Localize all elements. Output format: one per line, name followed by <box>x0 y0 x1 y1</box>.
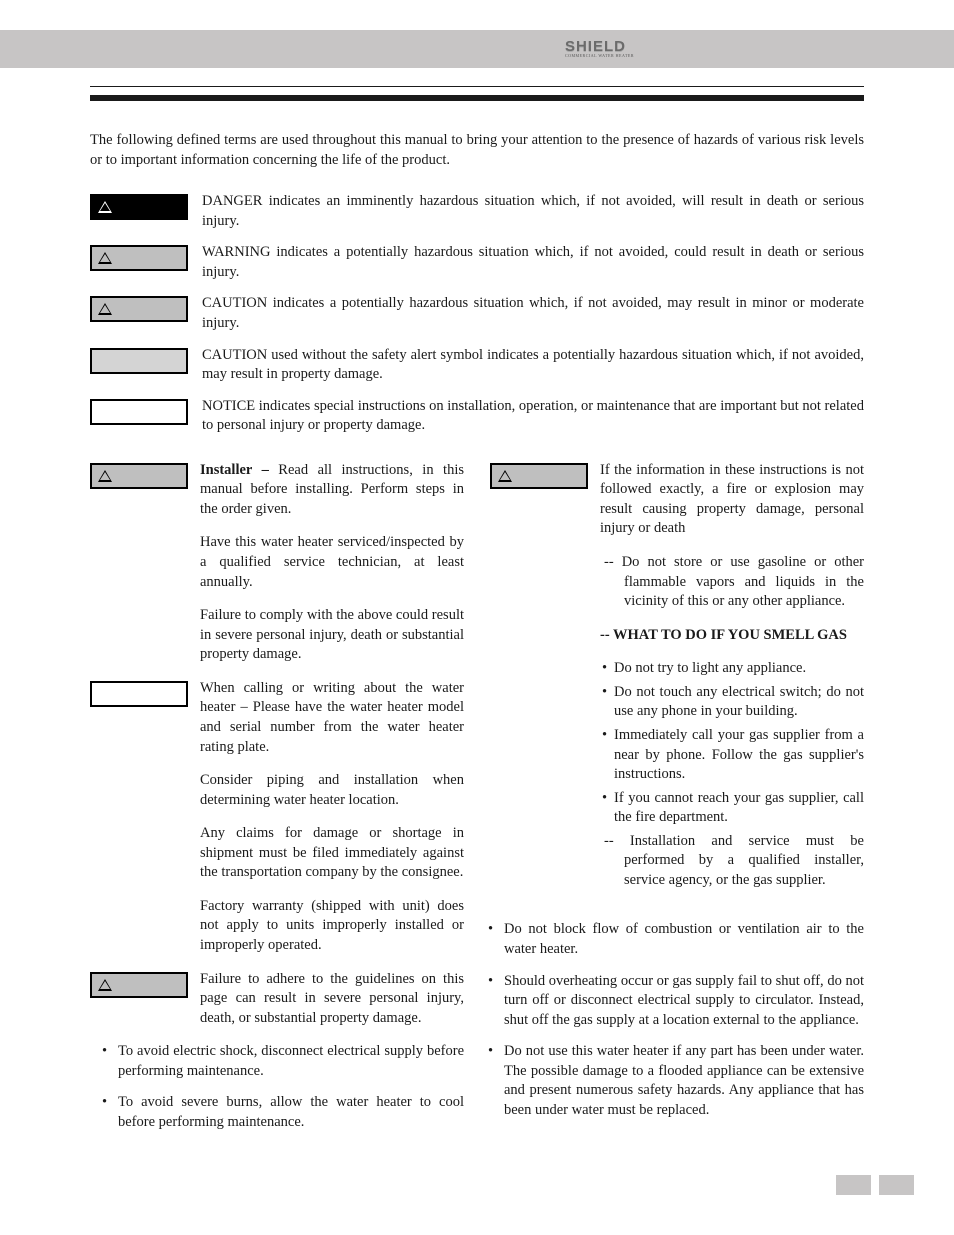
notice-block: When calling or writing about the water … <box>90 679 464 956</box>
danger-text: DANGER indicates an imminently hazardous… <box>202 192 864 231</box>
installer-warning-block: Installer – Read all instructions, in th… <box>90 461 464 665</box>
thin-rule <box>90 86 864 87</box>
notice-badge <box>90 399 188 425</box>
footer-box-1 <box>836 1175 871 1195</box>
caution-plain-text: CAUTION used without the safety alert sy… <box>202 346 864 385</box>
installer-p1: Installer – Read all instructions, in th… <box>200 461 464 520</box>
page-header: SHIELD COMMERCIAL WATER HEATER <box>0 30 954 68</box>
dash2-text: Installation and service must be perform… <box>624 833 864 888</box>
def-caution-plain: CAUTION used without the safety alert sy… <box>90 346 864 385</box>
caution-plain-badge <box>90 348 188 374</box>
def-notice: NOTICE indicates special instructions on… <box>90 397 864 436</box>
caution-text: CAUTION indicates a potentially hazardou… <box>202 294 864 333</box>
danger-badge <box>90 194 188 220</box>
installer-body: Installer – Read all instructions, in th… <box>200 461 464 665</box>
def-caution-alert: CAUTION indicates a potentially hazardou… <box>90 294 864 333</box>
gas-b3: Immediately call your gas supplier from … <box>614 726 864 785</box>
alert-icon <box>98 201 112 213</box>
adhere-warning-block: Failure to adhere to the guidelines on t… <box>90 970 464 1029</box>
left-bullet-2: To avoid severe burns, allow the water h… <box>118 1093 464 1132</box>
right-bullets: Do not block flow of combustion or venti… <box>490 920 864 1120</box>
right-b3: Do not use this water heater if any part… <box>504 1042 864 1120</box>
gas-b4: If you cannot reach your gas supplier, c… <box>614 789 864 828</box>
fire-body: If the information in these instructions… <box>600 461 864 891</box>
footer-boxes <box>0 1175 914 1195</box>
adhere-body: Failure to adhere to the guidelines on t… <box>200 970 464 1029</box>
warning-badge <box>90 972 188 998</box>
installer-p3: Failure to comply with the above could r… <box>200 606 464 665</box>
def-danger: DANGER indicates an imminently hazardous… <box>90 192 864 231</box>
warning-badge <box>490 463 588 489</box>
notice-p4: Factory warranty (shipped with unit) doe… <box>200 897 464 956</box>
notice-text: NOTICE indicates special instructions on… <box>202 397 864 436</box>
gas-bullets: Do not try to light any appliance. Do no… <box>600 659 864 828</box>
fire-warning-block: If the information in these instructions… <box>490 461 864 891</box>
alert-icon <box>498 470 512 482</box>
intro-paragraph: The following defined terms are used thr… <box>90 131 864 170</box>
notice-p1: When calling or writing about the water … <box>200 679 464 757</box>
gas-section: -- WHAT TO DO IF YOU SMELL GAS Do not tr… <box>600 626 864 891</box>
gas-header: -- WHAT TO DO IF YOU SMELL GAS <box>600 626 864 646</box>
notice-p2: Consider piping and installation when de… <box>200 771 464 810</box>
alert-icon <box>98 303 112 315</box>
left-bullet-1: To avoid electric shock, disconnect elec… <box>118 1042 464 1081</box>
right-column: If the information in these instructions… <box>490 461 864 1145</box>
notice-body: When calling or writing about the water … <box>200 679 464 956</box>
two-column-layout: Installer – Read all instructions, in th… <box>90 461 864 1145</box>
caution-badge <box>90 296 188 322</box>
gas-b2: Do not touch any electrical switch; do n… <box>614 683 864 722</box>
notice-p3: Any claims for damage or shortage in shi… <box>200 824 464 883</box>
left-bullets: To avoid electric shock, disconnect elec… <box>90 1042 464 1132</box>
warning-badge <box>90 463 188 489</box>
left-column: Installer – Read all instructions, in th… <box>90 461 464 1145</box>
right-b2: Should overheating occur or gas supply f… <box>504 972 864 1031</box>
dash-item-1: -- Do not store or use gasoline or other… <box>604 553 864 612</box>
installer-lead: Installer – <box>200 462 269 478</box>
dash1-text: Do not store or use gasoline or other fl… <box>622 554 864 609</box>
gas-b1: Do not try to light any appliance. <box>614 659 864 679</box>
fire-intro: If the information in these instructions… <box>600 461 864 539</box>
alert-icon <box>98 979 112 991</box>
right-b1: Do not block flow of combustion or venti… <box>504 920 864 959</box>
adhere-text: Failure to adhere to the guidelines on t… <box>200 970 464 1029</box>
page-content: The following defined terms are used thr… <box>90 131 864 1145</box>
brand-logo: SHIELD COMMERCIAL WATER HEATER <box>565 38 634 58</box>
alert-icon <box>98 470 112 482</box>
dash-item-2: -- Installation and service must be perf… <box>604 832 864 891</box>
warning-text: WARNING indicates a potentially hazardou… <box>202 243 864 282</box>
footer-box-2 <box>879 1175 914 1195</box>
warning-badge <box>90 245 188 271</box>
brand-subtitle: COMMERCIAL WATER HEATER <box>565 53 634 58</box>
notice-badge <box>90 681 188 707</box>
def-warning: WARNING indicates a potentially hazardou… <box>90 243 864 282</box>
alert-icon <box>98 252 112 264</box>
thick-rule <box>90 95 864 101</box>
installer-p2: Have this water heater serviced/inspecte… <box>200 533 464 592</box>
